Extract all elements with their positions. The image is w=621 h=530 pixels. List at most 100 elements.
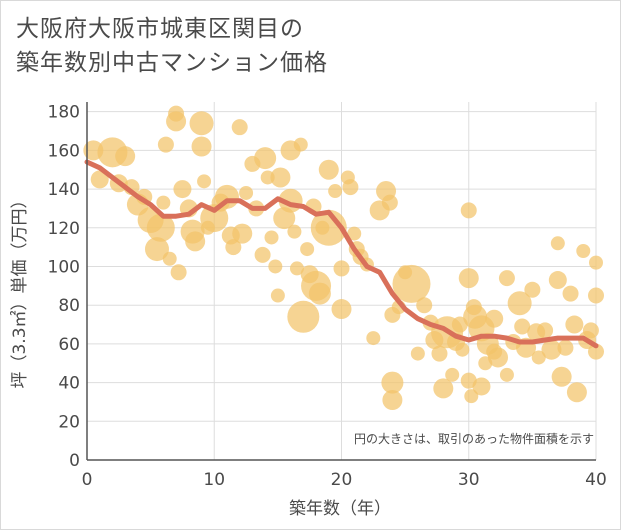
- bubble-point: [410, 346, 425, 361]
- bubble-point: [551, 366, 572, 387]
- bubble-point: [455, 342, 470, 357]
- bubble-point: [115, 146, 136, 167]
- bubble-point: [588, 343, 604, 360]
- bubble-point: [268, 259, 283, 274]
- y-tick-label: 60: [58, 335, 80, 355]
- bubble-point: [537, 322, 554, 339]
- x-tick-label: 10: [203, 470, 225, 490]
- bubble-point: [300, 242, 315, 257]
- y-tick-labels: 0 20 40 60 80 100 120 140 160 180: [48, 103, 80, 471]
- bubble-point: [565, 315, 584, 334]
- bubble-point: [464, 389, 479, 404]
- bubble-point: [254, 147, 277, 170]
- trend-line: [84, 159, 599, 349]
- bubble-point: [499, 367, 514, 382]
- bubble-point: [289, 261, 304, 276]
- bubble-point: [225, 239, 242, 256]
- bubble-point: [310, 209, 347, 246]
- bubble-layer: [83, 105, 604, 411]
- bubble-point: [589, 255, 603, 270]
- bubble-point: [318, 159, 339, 180]
- bubble-point: [197, 174, 212, 189]
- bubble-point: [170, 264, 187, 281]
- y-tick-label: 120: [48, 219, 80, 239]
- bubble-point: [90, 170, 109, 189]
- bubble-point: [582, 322, 599, 339]
- bubble-point: [287, 224, 302, 239]
- bubble-point: [507, 291, 532, 316]
- chart-title-line2: 築年数別中古マンション価格: [16, 50, 328, 76]
- x-tick-labels: 0 10 20 30 40: [82, 470, 607, 490]
- bubble-point: [381, 194, 398, 211]
- bubble-point: [191, 136, 212, 157]
- y-tick-label: 80: [58, 296, 80, 316]
- chart-note: 円の大きさは、取引のあった物件面積を示す: [354, 431, 594, 446]
- y-tick-label: 20: [58, 412, 80, 432]
- bubble-point: [433, 378, 454, 399]
- x-tick-label: 30: [458, 470, 480, 490]
- y-tick-label: 140: [48, 180, 80, 200]
- bubble-point: [270, 288, 285, 303]
- bubble-point: [157, 136, 174, 153]
- y-tick-label: 180: [48, 103, 80, 123]
- bubble-point: [342, 179, 359, 196]
- bubble-point: [531, 350, 546, 365]
- chart-title-line1: 大阪府大阪市城東区関目の: [16, 16, 304, 42]
- bubble-point: [231, 119, 248, 136]
- bubble-point: [472, 377, 491, 396]
- bubble-point: [232, 223, 253, 244]
- y-tick-label: 160: [48, 141, 80, 161]
- bubble-point: [445, 367, 460, 382]
- bubble-point: [514, 318, 531, 335]
- bubble-point: [264, 230, 279, 245]
- bubble-point: [416, 297, 433, 314]
- bubble-point: [189, 111, 214, 136]
- bubble-point: [156, 195, 171, 210]
- bubble-point: [550, 236, 565, 251]
- bubble-point: [431, 345, 448, 362]
- bubble-point: [392, 264, 431, 303]
- bubble-point: [548, 271, 567, 290]
- y-tick-label: 0: [69, 451, 80, 471]
- bubble-point: [333, 260, 350, 277]
- y-tick-label: 40: [58, 374, 80, 394]
- y-tick-label: 100: [48, 257, 80, 277]
- bubble-point: [460, 202, 477, 219]
- bubble-point: [270, 167, 291, 188]
- bubble-point: [576, 244, 591, 259]
- bubble-point: [366, 331, 381, 346]
- bubble-point: [328, 184, 343, 199]
- bubble-point: [239, 185, 254, 200]
- bubble-point: [588, 287, 604, 304]
- x-tick-label: 40: [585, 470, 607, 490]
- grid-lines: [86, 102, 597, 461]
- bubble-point: [146, 213, 175, 242]
- bubble-point: [293, 137, 308, 152]
- x-tick-label: 20: [331, 470, 353, 490]
- bubble-point: [162, 251, 177, 266]
- chart-title: 大阪府大阪市城東区関目の 築年数別中古マンション価格: [16, 12, 328, 80]
- bubble-point: [458, 268, 479, 289]
- bubble-point: [381, 371, 404, 394]
- bubble-point: [144, 237, 169, 262]
- trend-line-layer: [84, 159, 599, 349]
- bubble-point: [287, 300, 320, 333]
- bubble-point: [557, 339, 574, 356]
- bubble-point: [488, 347, 509, 368]
- bubble-point: [254, 246, 271, 263]
- x-axis-label: 築年数（年）: [289, 499, 391, 519]
- y-axis-label: 坪（3.3㎡）単価（万円）: [10, 191, 30, 388]
- bubble-point: [173, 180, 192, 199]
- bubble-point: [498, 270, 515, 287]
- bubble-point: [185, 231, 206, 252]
- bubble-point: [347, 226, 362, 241]
- bubble-point: [562, 285, 579, 302]
- x-tick-label: 0: [82, 470, 93, 490]
- axes: [86, 102, 596, 461]
- bubble-point: [331, 299, 352, 320]
- bubble-point: [566, 382, 587, 403]
- bubble-point: [166, 111, 187, 132]
- bubble-point: [524, 281, 541, 298]
